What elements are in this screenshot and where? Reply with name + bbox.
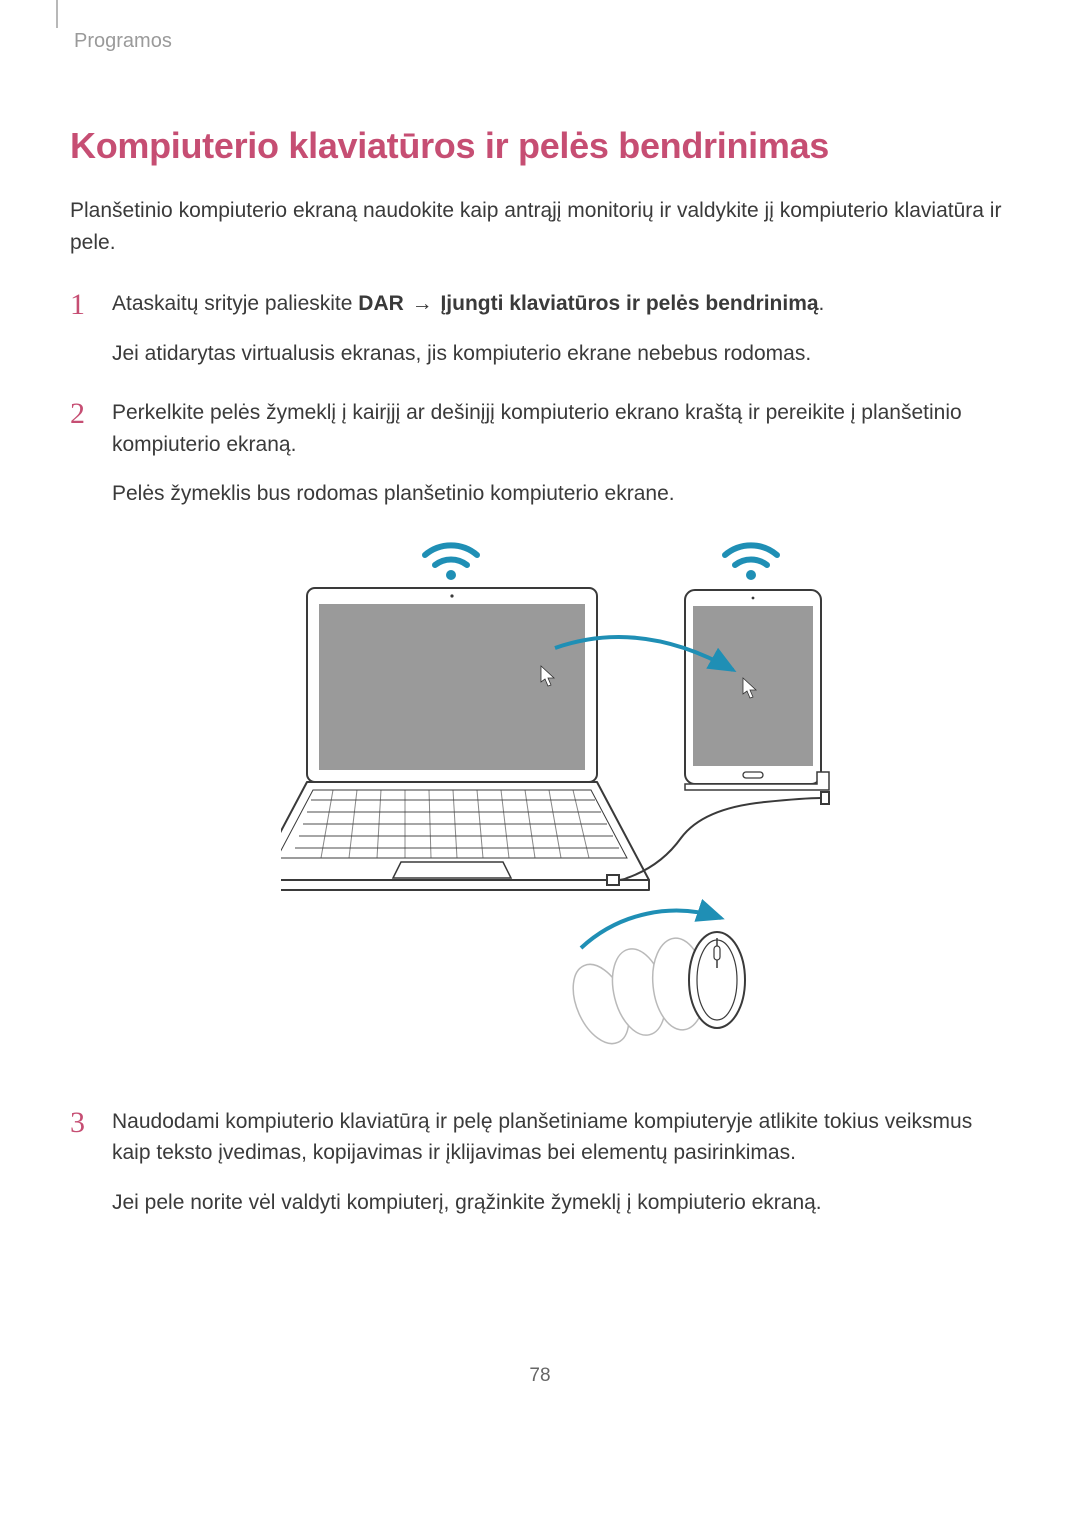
wifi-icon bbox=[425, 545, 477, 580]
step-3-line-2: Jei pele norite vėl valdyti kompiuterį, … bbox=[112, 1187, 1010, 1219]
header-tab-accent bbox=[56, 0, 58, 28]
step-1-line-1: Ataskaitų srityje palieskite DAR → Įjung… bbox=[112, 288, 1010, 320]
breadcrumb: Programos bbox=[74, 30, 1010, 53]
step-body: Naudodami kompiuterio klaviatūrą ir pelę… bbox=[112, 1106, 1010, 1219]
step-list: 1 Ataskaitų srityje palieskite DAR → Įju… bbox=[70, 288, 1010, 1218]
step-3: 3 Naudodami kompiuterio klaviatūrą ir pe… bbox=[70, 1106, 1010, 1219]
step-body: Ataskaitų srityje palieskite DAR → Įjung… bbox=[112, 288, 1010, 369]
tablet-illustration bbox=[685, 590, 829, 790]
laptop-tablet-diagram bbox=[281, 528, 841, 1048]
step-1: 1 Ataskaitų srityje palieskite DAR → Įju… bbox=[70, 288, 1010, 369]
step-number: 2 bbox=[70, 397, 106, 430]
intro-paragraph: Planšetinio kompiuterio ekraną naudokite… bbox=[70, 195, 1010, 258]
step-number: 3 bbox=[70, 1106, 106, 1139]
step-2: 2 Perkelkite pelės žymeklį į kairįjį ar … bbox=[70, 397, 1010, 1078]
laptop-illustration bbox=[281, 588, 649, 890]
step-1-line-2: Jei atidarytas virtualusis ekranas, jis … bbox=[112, 338, 1010, 370]
instruction-figure bbox=[112, 528, 1010, 1048]
mouse-illustration bbox=[562, 910, 745, 1047]
page-number: 78 bbox=[0, 1365, 1080, 1387]
step-body: Perkelkite pelės žymeklį į kairįjį ar de… bbox=[112, 397, 1010, 1078]
page-title: Kompiuterio klaviatūros ir pelės bendrin… bbox=[70, 125, 1010, 167]
step-2-line-2: Pelės žymeklis bus rodomas planšetinio k… bbox=[112, 478, 1010, 510]
step-2-line-1: Perkelkite pelės žymeklį į kairįjį ar de… bbox=[112, 397, 1010, 460]
step-3-line-1: Naudodami kompiuterio klaviatūrą ir pelę… bbox=[112, 1106, 1010, 1169]
wifi-icon bbox=[725, 545, 777, 580]
step-number: 1 bbox=[70, 288, 106, 321]
